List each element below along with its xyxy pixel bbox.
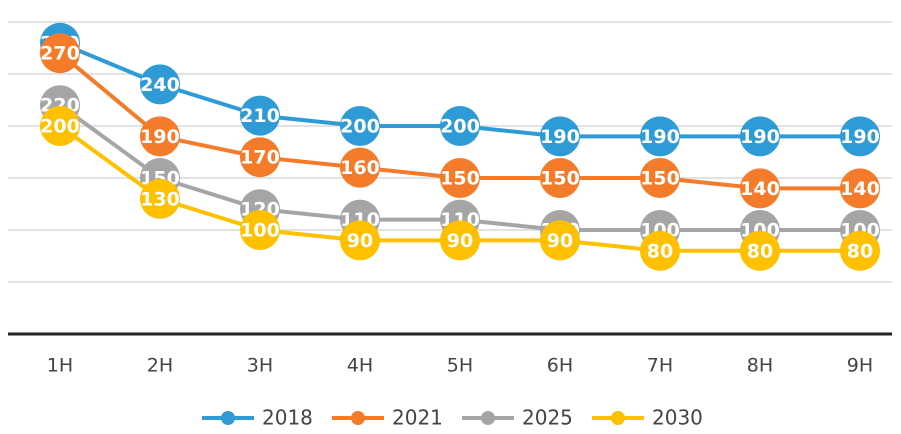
marker (640, 230, 680, 271)
data-label: 200 (40, 116, 80, 138)
x-tick-label: 7H (647, 355, 673, 377)
legend-marker (351, 411, 365, 425)
x-tick-label: 3H (247, 355, 273, 377)
legend-marker (481, 411, 495, 425)
data-label: 90 (447, 230, 473, 252)
data-label: 190 (840, 126, 880, 148)
marker (440, 106, 480, 146)
data-label: 140 (740, 178, 780, 200)
marker (840, 230, 880, 271)
x-tick-label: 4H (347, 355, 373, 377)
marker (240, 137, 280, 178)
marker (140, 178, 180, 219)
data-label: 210 (240, 105, 280, 127)
data-label: 270 (40, 43, 80, 65)
data-label: 100 (240, 220, 280, 242)
data-label: 160 (340, 157, 380, 179)
legend-marker (221, 411, 235, 425)
marker (240, 210, 280, 250)
legend-label: 2018 (262, 406, 313, 430)
data-label: 150 (640, 168, 680, 190)
marker (140, 64, 180, 105)
marker (540, 116, 580, 157)
x-tick-label: 1H (47, 355, 73, 377)
marker (540, 220, 580, 261)
marker (640, 116, 680, 157)
legend-label: 2030 (652, 406, 703, 430)
marker (440, 220, 480, 261)
marker (340, 220, 380, 261)
x-tick-label: 8H (747, 355, 773, 377)
marker (340, 147, 380, 188)
marker (840, 168, 880, 209)
marker (240, 95, 280, 136)
data-label: 150 (540, 168, 580, 190)
x-tick-label: 6H (547, 355, 573, 377)
legend-label: 2021 (392, 406, 443, 430)
legend-marker (611, 411, 625, 425)
marker (40, 106, 80, 146)
data-label: 200 (440, 116, 480, 138)
data-label: 90 (547, 230, 573, 252)
marker (740, 230, 780, 271)
marker (740, 168, 780, 209)
marker (440, 158, 480, 198)
marker (540, 158, 580, 198)
data-label: 200 (340, 116, 380, 138)
data-label: 190 (640, 126, 680, 148)
data-label: 130 (140, 188, 180, 210)
marker (740, 116, 780, 157)
data-label: 240 (140, 74, 180, 96)
marker (340, 106, 380, 146)
marker (140, 116, 180, 157)
legend-label: 2025 (522, 406, 573, 430)
data-label: 80 (847, 240, 873, 262)
data-label: 190 (540, 126, 580, 148)
marker (840, 116, 880, 157)
data-label: 80 (647, 240, 673, 262)
x-tick-label: 5H (447, 355, 473, 377)
x-tick-label: 2H (147, 355, 173, 377)
data-label: 150 (440, 168, 480, 190)
data-label: 80 (747, 240, 773, 262)
x-tick-label: 9H (847, 355, 873, 377)
data-label: 190 (740, 126, 780, 148)
data-label: 90 (347, 230, 373, 252)
marker (640, 158, 680, 198)
data-label: 190 (140, 126, 180, 148)
marker (40, 33, 80, 74)
data-label: 170 (240, 147, 280, 169)
data-label: 140 (840, 178, 880, 200)
